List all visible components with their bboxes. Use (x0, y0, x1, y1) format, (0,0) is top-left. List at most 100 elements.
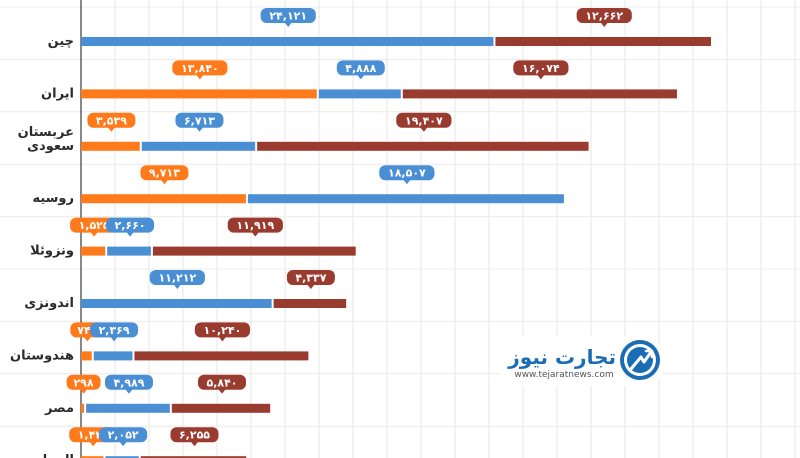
category-label: ایران (41, 86, 74, 101)
value-label-pointer (600, 22, 609, 27)
bar-segment (247, 194, 564, 204)
value-label-text: ۳,۵۳۹ (96, 114, 127, 127)
bar-segment (318, 89, 401, 99)
value-label-pointer (79, 388, 88, 394)
bar-segment (81, 141, 140, 151)
value-label-pointer (419, 126, 428, 132)
value-label: ۱۰,۲۴۰ (194, 322, 251, 342)
value-label: ۱۸,۵۰۷ (379, 165, 435, 185)
bar-segment (495, 37, 711, 46)
value-label-bg (513, 60, 569, 76)
bar-segment (81, 37, 494, 46)
value-label-text: ۶,۷۱۳ (184, 114, 215, 127)
category-label: چین (48, 34, 74, 49)
value-label: ۴,۳۳۷ (286, 270, 335, 289)
value-label-bg (227, 217, 283, 233)
logo-url: www.tejaratnews.com (514, 370, 613, 380)
value-label-text: ۹,۷۱۳ (149, 167, 180, 180)
bar-segment (402, 89, 677, 99)
value-label: ۱,۵۲۵ (70, 217, 119, 237)
value-label-text: ۲,۶۶۰ (115, 219, 146, 232)
value-label-pointer (195, 126, 204, 132)
bar-segment (86, 403, 170, 413)
value-label-bg (106, 217, 155, 233)
bar-segment (141, 141, 256, 151)
bar-segment (81, 246, 106, 256)
bar-segment (81, 89, 317, 99)
value-label-text: ۴,۹۸۹ (113, 376, 144, 389)
value-label-bg (87, 112, 136, 128)
category-label: هندوستان (10, 348, 74, 363)
value-label: ۱۱,۹۱۹ (227, 217, 283, 237)
value-label-pointer (402, 179, 411, 185)
value-label: ۱۹,۴۰۷ (396, 112, 452, 132)
value-label-text: ۱,۵۲۵ (79, 219, 110, 232)
category-label: سعودی (27, 139, 74, 154)
category-label: اندونزی (24, 296, 74, 311)
value-label-bg (194, 322, 251, 338)
value-label-pointer (218, 388, 227, 394)
value-label: ۵,۸۴۰ (198, 374, 247, 394)
value-label-pointer (218, 336, 227, 342)
value-label-bg (576, 8, 632, 23)
value-label-pointer (284, 22, 293, 27)
value-label-pointer (110, 336, 119, 342)
category-label: مصر (44, 401, 74, 416)
value-label-text: ۱۳,۸۴۰ (181, 62, 219, 75)
labels-layer: ۲۴,۱۲۱ ۱۲,۶۶۲ ۱۳,۸۴۰ ۴,۸۸۸ ۱۶,۰۷۴ ۳,۵۳۹ ۶,۷۱۳ ۱… (66, 8, 632, 447)
value-label-text: ۲,۳۶۹ (99, 324, 130, 337)
value-label: ۱۶,۰۷۴ (513, 60, 569, 80)
value-label-bg (66, 374, 101, 390)
value-label-pointer (306, 284, 315, 289)
logo-background (496, 336, 666, 386)
value-label: ۴,۹۸۹ (104, 374, 153, 394)
value-label: ۲,۰۵۲ (99, 427, 148, 447)
value-label-text: ۲۴,۱۲۱ (269, 10, 307, 23)
value-label-bg (336, 60, 385, 76)
value-label-text: ۱۸,۵۰۷ (388, 167, 426, 180)
value-label-bg (70, 217, 119, 233)
value-label: ۲۹۸ (66, 374, 101, 394)
value-label-bg (170, 427, 219, 443)
bar-segment (93, 351, 133, 361)
value-label-text: ۵,۸۴۰ (206, 376, 237, 389)
value-label-pointer (90, 231, 99, 237)
value-label: ۱۳,۸۴۰ (172, 60, 228, 80)
value-label-text: ۴,۳۳۷ (295, 272, 326, 285)
bar-segment (81, 194, 246, 204)
value-label-pointer (190, 441, 199, 447)
value-label-text: ۲۹۸ (73, 376, 93, 389)
category-label: ونزوئلا (30, 244, 74, 259)
bar-segment (107, 246, 151, 256)
value-label-bg (260, 8, 316, 23)
value-label-pointer (195, 74, 204, 80)
value-label-text: ۱۶,۰۷۴ (522, 62, 560, 75)
category-label: روسیه (32, 191, 74, 206)
value-label-pointer (173, 284, 182, 289)
bar-segment (134, 351, 309, 361)
value-label-text: ۴,۸۸۸ (345, 62, 376, 75)
value-label: ۶,۲۵۵ (170, 427, 219, 447)
value-label: ۱۲,۶۶۲ (576, 8, 632, 27)
value-label: ۹,۷۱۳ (140, 165, 189, 185)
value-label-bg (175, 112, 224, 128)
value-label-text: ۱۹,۴۰۷ (405, 114, 443, 127)
value-label-text: ۶,۲۵۵ (179, 429, 210, 442)
value-label-pointer (356, 74, 365, 80)
bar-segment (171, 403, 271, 413)
bar-segment (81, 403, 85, 413)
value-label: ۲,۳۶۹ (90, 322, 139, 342)
value-label-text: ۱۱,۹۱۹ (236, 219, 274, 232)
value-label-text: ۲,۰۵۲ (108, 429, 139, 442)
bar-segment (81, 351, 92, 361)
value-label-pointer (536, 74, 545, 80)
value-label-bg (90, 322, 139, 338)
category-label: عربستان (18, 125, 74, 140)
value-label-bg (172, 60, 228, 76)
value-label: ۳,۵۳۹ (87, 112, 136, 132)
bar-segment (81, 456, 104, 458)
value-label-bg (149, 270, 205, 285)
bar-segment (140, 456, 247, 458)
